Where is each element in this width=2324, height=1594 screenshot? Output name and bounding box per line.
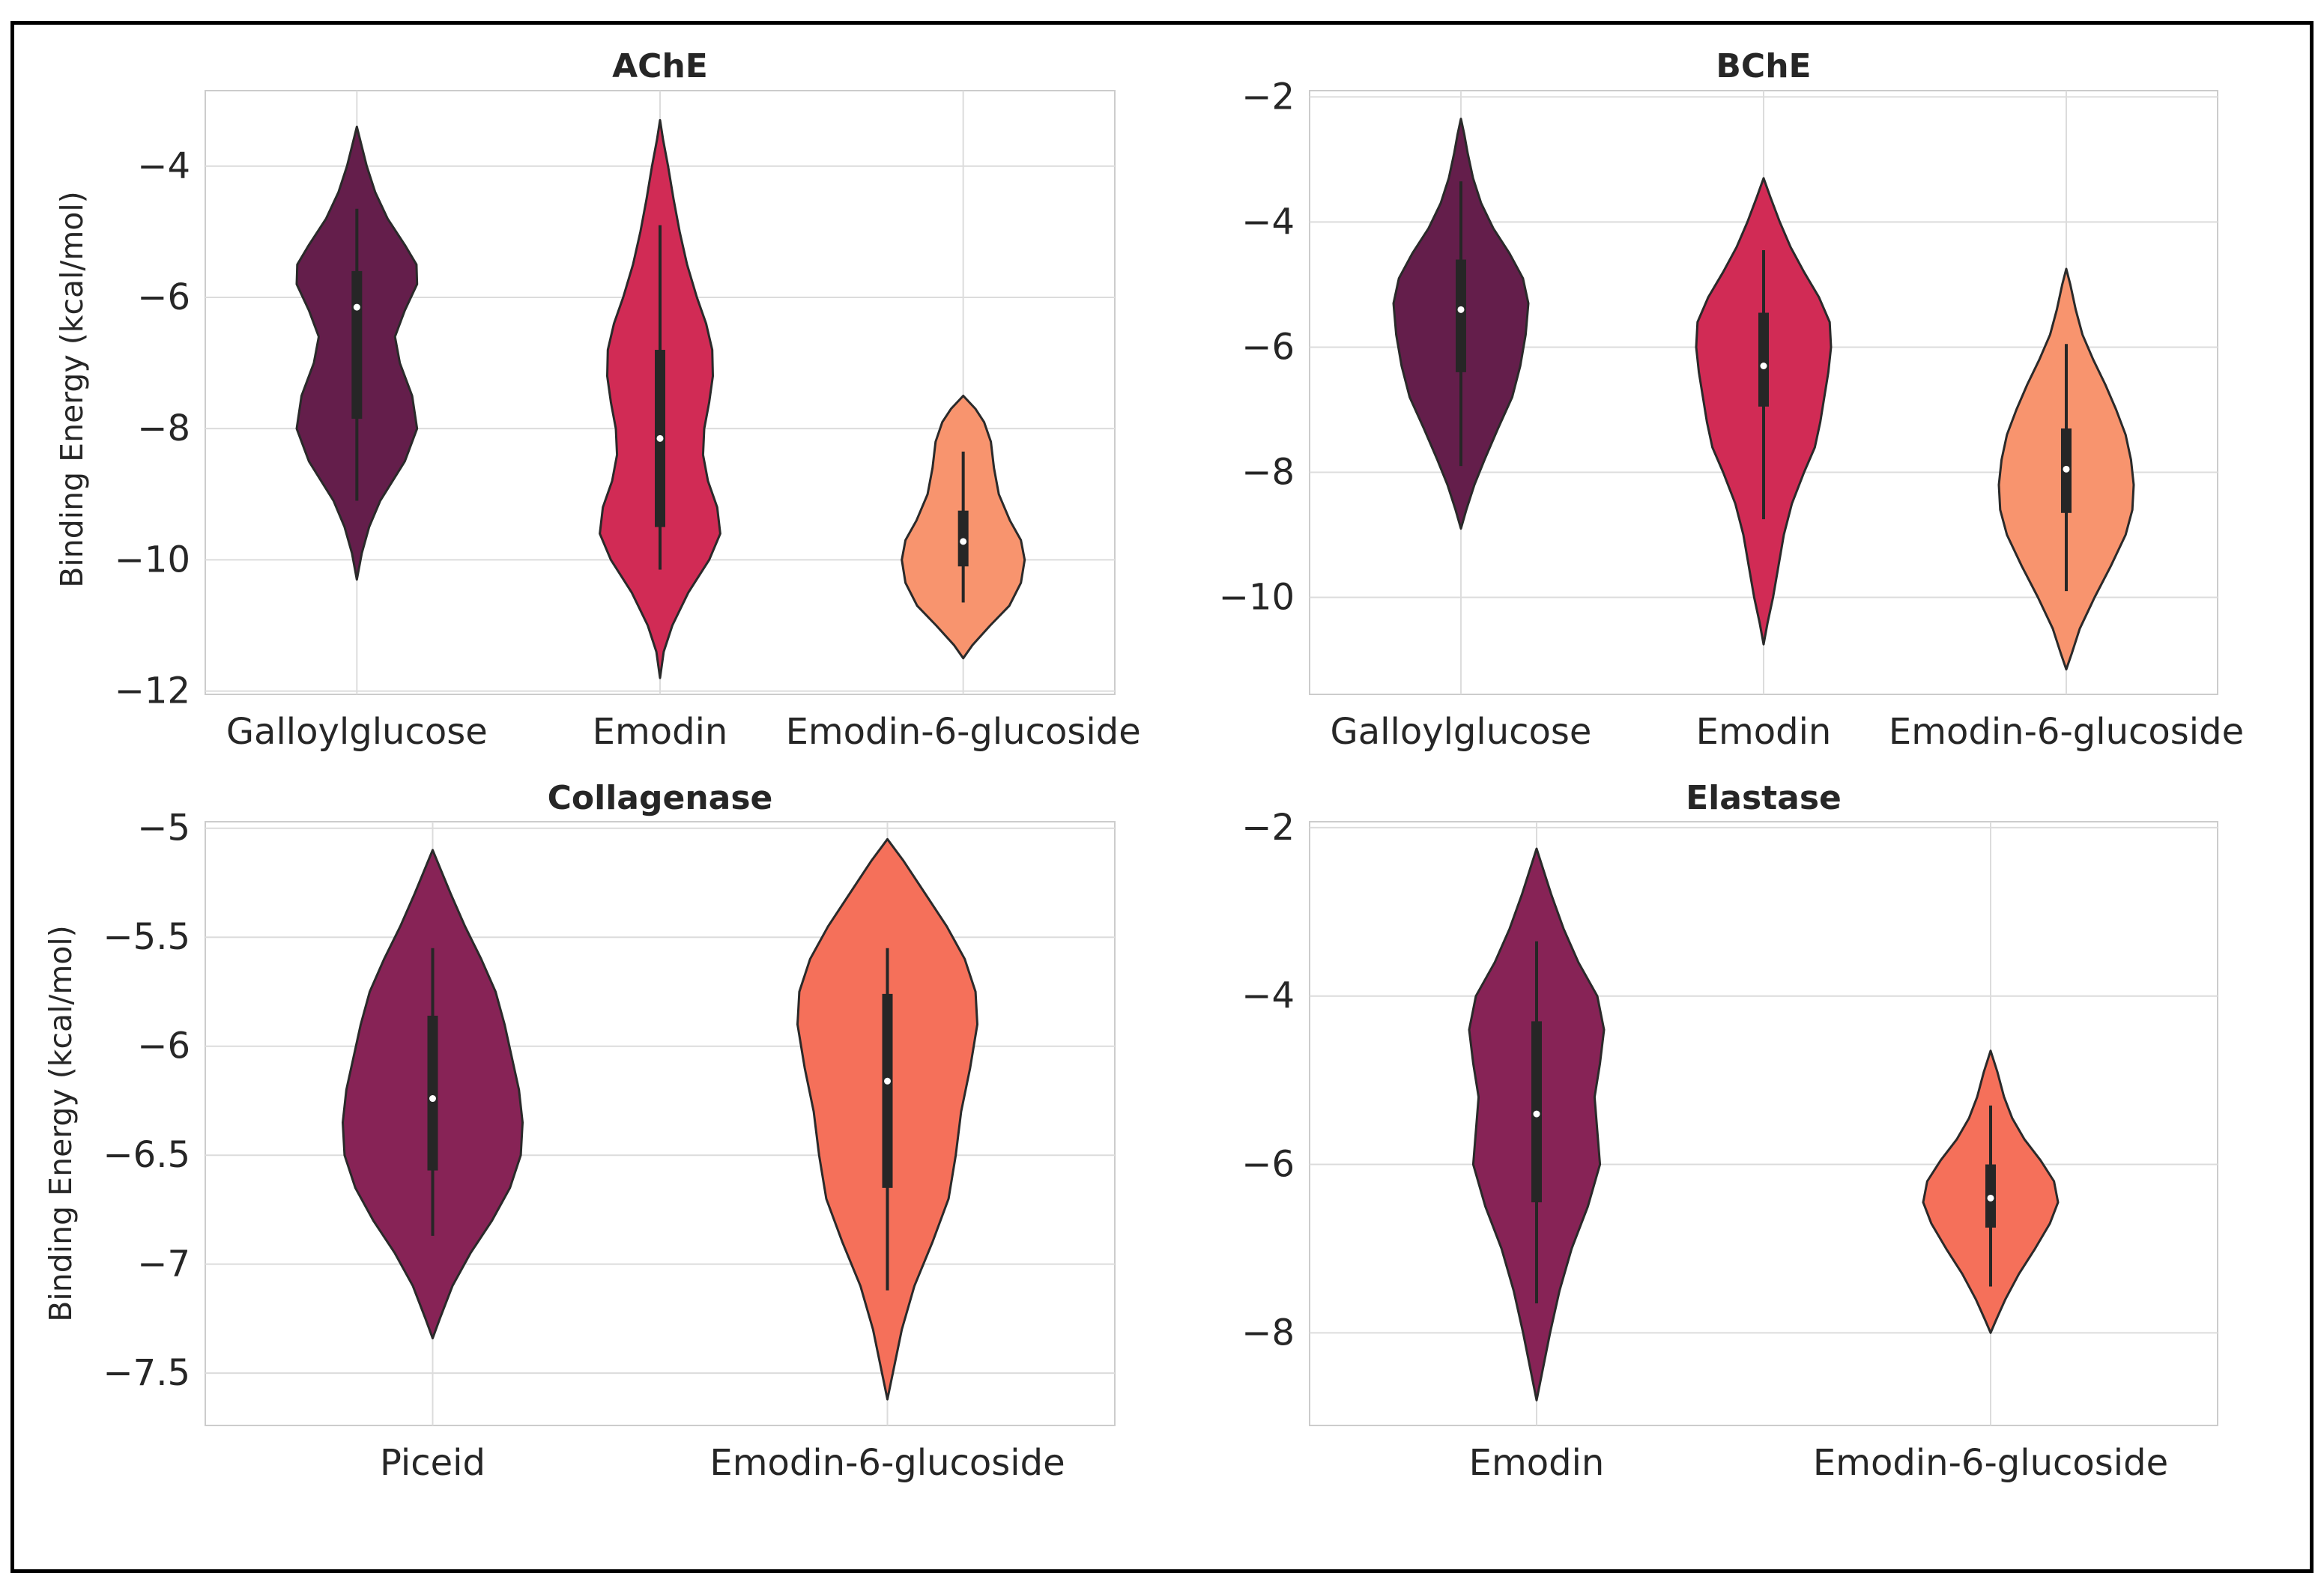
xtick-bche-0: Galloylglucose: [1331, 711, 1592, 753]
median-dot-collagenase-0: [429, 1095, 436, 1103]
title-ache: AChE: [612, 47, 708, 85]
xtick-bche-1: Emodin: [1696, 711, 1832, 753]
violins-ache: [295, 118, 1026, 679]
panel-collagenase: Collagenase Binding Energy (kcal/mol) −5…: [43, 779, 1116, 1484]
ytick-collagenase-4: −7: [137, 1243, 190, 1285]
xtick-bche-2: Emodin-6-glucoside: [1889, 711, 2244, 753]
median-dot-ache-1: [656, 434, 664, 442]
ytick-collagenase-2: −6: [137, 1025, 190, 1067]
violins-collagenase: [342, 837, 978, 1401]
iqr-box-ache-0: [351, 270, 363, 419]
ytick-ache-2: −8: [137, 407, 190, 449]
ytick-ache-4: −12: [115, 670, 190, 712]
xtick-elastase-0: Emodin: [1469, 1442, 1605, 1484]
title-elastase: Elastase: [1686, 779, 1842, 817]
ytick-elastase-0: −2: [1241, 807, 1295, 849]
median-dot-ache-0: [353, 303, 360, 311]
median-dot-bche-0: [1457, 306, 1465, 313]
ytick-elastase-3: −8: [1241, 1312, 1295, 1354]
median-dot-ache-2: [960, 538, 967, 545]
panel-bche: BChE −2 −4 −6 −8 −10 Galloylglucose Emod…: [1219, 47, 2244, 753]
xtick-ache-2: Emodin-6-glucoside: [786, 711, 1141, 753]
ytick-ache-1: −6: [137, 276, 190, 318]
panel-elastase: Elastase −2 −4 −6 −8 Emodin Emodin-6-glu…: [1241, 779, 2218, 1484]
ytick-bche-4: −10: [1219, 577, 1295, 619]
violins-bche: [1392, 118, 2135, 671]
ytick-elastase-2: −6: [1241, 1144, 1295, 1186]
median-dot-elastase-1: [1987, 1194, 1994, 1201]
median-dot-bche-1: [1760, 363, 1767, 370]
ytick-collagenase-3: −6.5: [103, 1134, 190, 1176]
title-bche: BChE: [1716, 47, 1811, 85]
iqr-box-collagenase-1: [882, 993, 893, 1188]
iqr-box-bche-1: [1758, 312, 1769, 407]
panel-ache: AChE Binding Energy (kcal/mol) −4 −6 −8 …: [54, 47, 1141, 753]
xtick-collagenase-1: Emodin-6-glucoside: [709, 1442, 1065, 1484]
ytick-collagenase-0: −5: [137, 807, 190, 849]
ytick-ache-3: −10: [115, 539, 190, 581]
ytick-collagenase-5: −7.5: [103, 1352, 190, 1394]
ytick-bche-3: −8: [1241, 451, 1295, 493]
median-dot-elastase-0: [1533, 1110, 1540, 1118]
iqr-box-bche-0: [1456, 259, 1466, 372]
ytick-ache-0: −4: [137, 145, 190, 187]
median-dot-collagenase-1: [884, 1077, 891, 1085]
figure-border: [10, 21, 2314, 1573]
ytick-bche-2: −6: [1241, 326, 1295, 368]
xtick-ache-1: Emodin: [593, 711, 728, 753]
median-dot-bche-2: [2063, 465, 2070, 473]
title-collagenase: Collagenase: [548, 779, 773, 817]
ylabel-collagenase: Binding Energy (kcal/mol): [43, 925, 79, 1322]
plot-area-elastase: [1309, 821, 2218, 1426]
xtick-ache-0: Galloylglucose: [226, 711, 488, 753]
ylabel-ache: Binding Energy (kcal/mol): [54, 191, 90, 588]
iqr-box-collagenase-0: [427, 1015, 438, 1171]
ytick-bche-0: −2: [1241, 76, 1295, 118]
xtick-elastase-1: Emodin-6-glucoside: [1813, 1442, 2168, 1484]
xtick-collagenase-0: Piceid: [380, 1442, 485, 1484]
ytick-collagenase-1: −5.5: [103, 916, 190, 958]
violins-elastase: [1468, 847, 2060, 1401]
ytick-elastase-1: −4: [1241, 975, 1295, 1017]
ytick-bche-1: −4: [1241, 201, 1295, 243]
